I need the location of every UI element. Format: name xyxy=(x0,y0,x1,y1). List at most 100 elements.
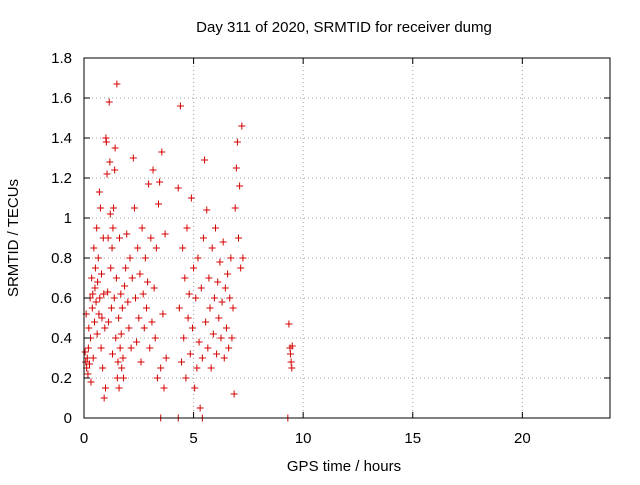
data-point xyxy=(151,285,158,292)
data-point xyxy=(88,275,95,282)
data-point xyxy=(177,103,184,110)
data-point xyxy=(214,279,221,286)
data-point xyxy=(82,349,89,356)
data-point xyxy=(110,205,117,212)
data-point xyxy=(160,385,167,392)
data-point xyxy=(120,375,127,382)
data-point xyxy=(157,365,164,372)
data-point xyxy=(216,259,223,266)
y-tick-label: 1.2 xyxy=(51,170,72,187)
data-point xyxy=(148,319,155,326)
data-point xyxy=(215,315,222,322)
data-point xyxy=(88,379,95,386)
data-point xyxy=(156,179,163,186)
data-point xyxy=(146,345,153,352)
data-point xyxy=(139,225,146,232)
data-point xyxy=(107,211,114,218)
data-point xyxy=(96,295,103,302)
data-point xyxy=(232,205,239,212)
data-point xyxy=(107,265,114,272)
data-point xyxy=(238,123,245,130)
data-point xyxy=(211,295,218,302)
data-point xyxy=(89,305,96,312)
data-point xyxy=(163,355,170,362)
data-point xyxy=(144,279,151,286)
x-tick-label: 20 xyxy=(514,430,531,447)
data-point xyxy=(108,305,115,312)
x-tick-label: 10 xyxy=(295,430,312,447)
data-point xyxy=(113,81,120,88)
data-point xyxy=(113,275,120,282)
data-point xyxy=(122,265,129,272)
data-point xyxy=(287,351,294,358)
data-point xyxy=(178,359,185,366)
data-point xyxy=(130,155,137,162)
y-tick-label: 0.8 xyxy=(51,250,72,267)
data-point xyxy=(116,385,123,392)
data-point xyxy=(92,265,99,272)
data-point xyxy=(119,305,126,312)
data-point xyxy=(288,359,295,366)
data-point xyxy=(143,305,150,312)
data-point xyxy=(84,371,91,378)
data-point xyxy=(154,375,161,382)
data-point xyxy=(103,139,110,146)
x-tick-label: 0 xyxy=(80,430,88,447)
data-point xyxy=(226,295,233,302)
data-point xyxy=(90,355,97,362)
data-point xyxy=(104,171,111,178)
y-tick-label: 1.6 xyxy=(51,90,72,107)
data-point xyxy=(181,275,188,282)
y-tick-label: 0.6 xyxy=(51,290,72,307)
data-point xyxy=(158,149,165,156)
data-point xyxy=(94,331,101,338)
data-point xyxy=(220,239,227,246)
data-point xyxy=(184,225,191,232)
data-point xyxy=(219,299,226,306)
data-point xyxy=(235,235,242,242)
data-point xyxy=(209,245,216,252)
data-point xyxy=(98,315,105,322)
data-point xyxy=(192,295,199,302)
data-point xyxy=(159,311,166,318)
data-point xyxy=(102,385,109,392)
data-point xyxy=(202,319,209,326)
data-point xyxy=(91,285,98,292)
data-point xyxy=(197,405,204,412)
data-point xyxy=(198,285,205,292)
data-point xyxy=(213,351,220,358)
data-point xyxy=(237,265,244,272)
data-point xyxy=(210,331,217,338)
data-point xyxy=(94,279,101,286)
data-point xyxy=(137,359,144,366)
data-point xyxy=(132,295,139,302)
data-point xyxy=(208,365,215,372)
data-point xyxy=(285,321,292,328)
data-point xyxy=(95,255,102,262)
y-tick-label: 0 xyxy=(64,410,72,427)
data-point xyxy=(123,231,130,238)
data-point xyxy=(212,225,219,232)
data-point xyxy=(120,355,127,362)
data-point xyxy=(182,375,189,382)
data-point xyxy=(221,355,228,362)
data-point xyxy=(135,315,142,322)
data-point xyxy=(97,205,104,212)
data-point xyxy=(155,201,162,208)
data-point xyxy=(176,305,183,312)
data-point xyxy=(109,351,116,358)
data-point xyxy=(150,167,157,174)
data-point xyxy=(200,235,207,242)
data-point xyxy=(114,375,121,382)
data-point xyxy=(98,271,105,278)
data-point xyxy=(236,183,243,190)
data-point xyxy=(101,395,108,402)
data-point xyxy=(96,189,103,196)
y-tick-label: 0.4 xyxy=(51,330,72,347)
data-point xyxy=(185,315,192,322)
data-point xyxy=(99,365,106,372)
plot-frame xyxy=(84,58,610,418)
data-point xyxy=(201,157,208,164)
data-point xyxy=(133,339,140,346)
